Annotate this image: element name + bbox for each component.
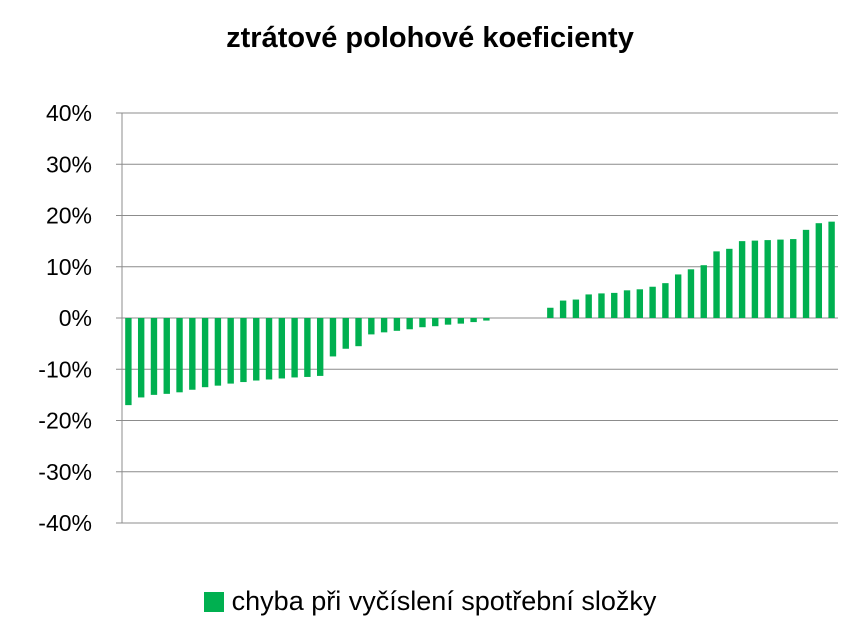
bar: [406, 318, 413, 330]
bar: [150, 318, 158, 395]
bar: [470, 318, 477, 323]
bar: [419, 318, 426, 328]
bar: [368, 318, 375, 335]
bar: [649, 286, 656, 318]
bar: [483, 318, 490, 321]
y-tick-label: -10%: [38, 356, 92, 382]
bar: [559, 300, 567, 318]
bar: [432, 318, 439, 327]
chart-title: ztrátové polohové koeficienty: [226, 22, 634, 54]
bar: [687, 269, 695, 318]
bar: [751, 240, 759, 318]
bar: [726, 248, 733, 318]
y-tick-label: -40%: [38, 510, 92, 536]
bar: [572, 299, 580, 318]
bar: [227, 318, 234, 384]
y-tick-label: -30%: [38, 459, 92, 485]
bar: [738, 241, 746, 318]
bar: [764, 240, 771, 318]
bar: [700, 265, 707, 318]
legend-label: chyba při vyčíslení spotřební složky: [231, 586, 657, 616]
bar: [598, 293, 605, 318]
bar: [815, 223, 823, 318]
bar: [316, 318, 324, 376]
bar: [189, 318, 196, 390]
bar: [137, 318, 145, 398]
bar: [790, 239, 797, 318]
y-tick-label: 0%: [59, 305, 92, 331]
bar-series: [125, 221, 835, 406]
bar: [674, 274, 682, 318]
bar: [329, 318, 337, 357]
bar: [214, 318, 222, 386]
bar: [342, 318, 349, 349]
bar: [253, 318, 260, 381]
gridlines: [116, 112, 838, 524]
bar: [585, 294, 592, 318]
bar: [355, 318, 362, 347]
bar: [777, 239, 784, 318]
bar: [278, 318, 286, 379]
bar: [291, 318, 298, 378]
y-tick-label: -20%: [38, 408, 92, 434]
bar: [444, 318, 452, 325]
legend: chyba při vyčíslení spotřební složky: [0, 586, 860, 617]
bar: [380, 318, 388, 333]
bar: [802, 229, 810, 318]
y-tick-label: 10%: [46, 254, 92, 280]
bar: [240, 318, 247, 383]
bar: [623, 290, 631, 318]
bar: [828, 221, 835, 318]
bar: [125, 318, 132, 406]
legend-swatch: [203, 591, 224, 612]
bar: [662, 283, 669, 318]
bar: [304, 318, 311, 377]
y-axis-ticks: 40% 30% 20% 10% 0% -10% -20% -30% -40%: [38, 100, 92, 536]
y-tick-label: 40%: [46, 100, 92, 126]
bar: [547, 307, 554, 318]
bar: [176, 318, 183, 393]
bar: [393, 318, 401, 331]
bar: [201, 318, 209, 388]
bar: [265, 318, 273, 380]
y-tick-label: 20%: [46, 203, 92, 229]
y-tick-label: 30%: [46, 151, 92, 177]
bar: [163, 318, 170, 394]
bar: [713, 251, 720, 318]
bar: [457, 318, 465, 324]
bar: [611, 292, 618, 318]
bar: [636, 289, 644, 318]
